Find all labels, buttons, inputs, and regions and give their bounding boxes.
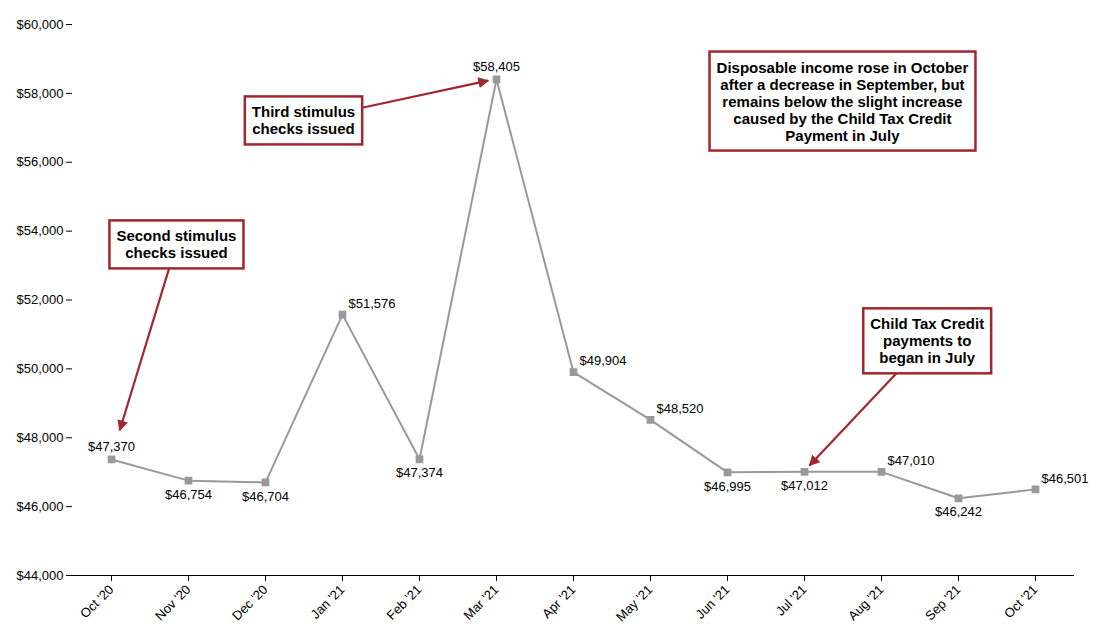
svg-text:Child Tax Creditpayments tobeg: Child Tax Creditpayments tobegan in July [870, 315, 984, 366]
svg-text:$46,501: $46,501 [1042, 471, 1089, 486]
svg-text:$56,000: $56,000 [17, 154, 64, 169]
svg-text:Oct '21: Oct '21 [1001, 582, 1040, 621]
svg-text:Disposable income rose in Octo: Disposable income rose in Octoberafter a… [717, 59, 969, 144]
svg-text:$48,000: $48,000 [17, 430, 64, 445]
svg-text:Feb '21: Feb '21 [384, 582, 425, 623]
svg-text:$47,010: $47,010 [888, 453, 935, 468]
svg-text:$46,995: $46,995 [704, 479, 751, 494]
svg-text:$46,754: $46,754 [165, 487, 212, 502]
svg-text:Jan '21: Jan '21 [308, 582, 348, 622]
svg-text:$49,904: $49,904 [580, 353, 627, 368]
svg-text:$44,000: $44,000 [17, 568, 64, 583]
svg-text:Second stimuluschecks issued: Second stimuluschecks issued [116, 227, 236, 261]
svg-text:$54,000: $54,000 [17, 223, 64, 238]
svg-text:Jun '21: Jun '21 [693, 582, 733, 622]
svg-text:$60,000: $60,000 [17, 17, 64, 32]
svg-text:$51,576: $51,576 [349, 296, 396, 311]
svg-text:$52,000: $52,000 [17, 292, 64, 307]
svg-text:Third stimuluschecks issued: Third stimuluschecks issued [252, 103, 355, 137]
svg-text:Mar '21: Mar '21 [461, 582, 502, 623]
svg-text:May '21: May '21 [613, 582, 656, 625]
svg-text:Sep '21: Sep '21 [922, 582, 963, 623]
svg-text:Aug '21: Aug '21 [845, 582, 886, 623]
svg-text:$46,704: $46,704 [242, 489, 289, 504]
svg-text:Nov '20: Nov '20 [152, 582, 193, 623]
svg-text:$58,405: $58,405 [473, 59, 520, 74]
svg-text:Oct '20: Oct '20 [77, 582, 116, 621]
svg-text:Dec '20: Dec '20 [229, 582, 270, 623]
svg-text:$58,000: $58,000 [17, 86, 64, 101]
svg-text:$47,012: $47,012 [781, 478, 828, 493]
svg-text:Jul '21: Jul '21 [773, 582, 810, 619]
svg-text:Apr '21: Apr '21 [539, 582, 578, 621]
svg-text:$47,374: $47,374 [396, 465, 443, 480]
svg-text:$50,000: $50,000 [17, 361, 64, 376]
svg-text:$48,520: $48,520 [657, 401, 704, 416]
svg-text:$46,242: $46,242 [935, 504, 982, 519]
svg-text:$46,000: $46,000 [17, 499, 64, 514]
svg-text:$47,370: $47,370 [88, 439, 135, 454]
